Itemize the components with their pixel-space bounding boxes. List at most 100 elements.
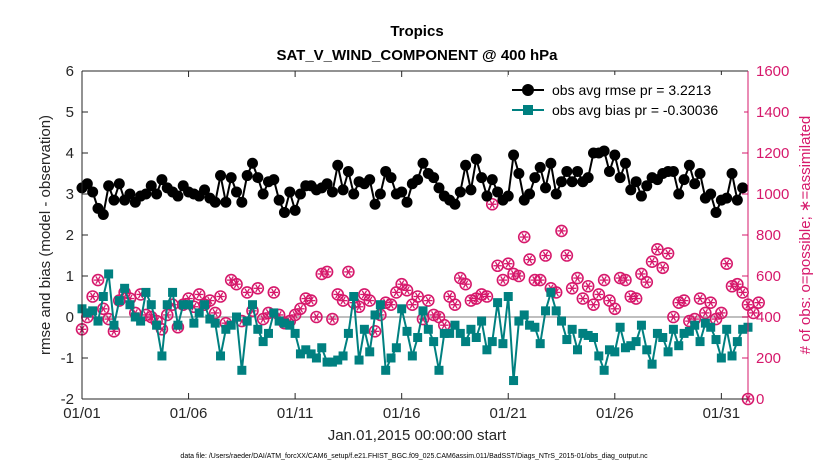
obs-count-point <box>645 255 659 268</box>
rmse-point <box>278 206 290 218</box>
bias-point <box>610 347 620 357</box>
rmse-point <box>246 157 258 169</box>
rmse-point <box>417 157 429 169</box>
obs-count-point <box>91 273 105 287</box>
bias-point <box>615 322 625 332</box>
rmse-point <box>369 198 381 210</box>
obs-count-point <box>310 310 323 324</box>
bias-point <box>104 269 114 279</box>
bias-point <box>114 296 124 306</box>
bias-point <box>658 333 668 342</box>
bias-point <box>514 316 524 326</box>
rmse-point <box>268 174 280 186</box>
bias-point <box>732 337 742 347</box>
obs-count-point <box>651 243 664 256</box>
rmse-point <box>476 172 488 184</box>
bias-point <box>471 333 481 342</box>
bias-point <box>541 306 551 316</box>
obs-count-point <box>533 273 547 287</box>
obs-count-point <box>267 286 281 299</box>
bias-point <box>258 337 268 347</box>
rmse-point <box>630 176 642 188</box>
obs-count-point <box>677 294 691 307</box>
rmse-point <box>145 180 157 192</box>
bias-point <box>738 324 748 334</box>
rmse-point <box>508 149 520 161</box>
x-tick-label: 01/01 <box>63 405 101 422</box>
bias-point <box>365 347 375 357</box>
bias-point <box>141 287 151 297</box>
legend: obs avg rmse pr = 3.2213 obs avg bias pr… <box>508 75 744 121</box>
rmse-point <box>257 188 269 200</box>
rmse-point <box>673 188 685 200</box>
rmse-point <box>337 184 349 196</box>
rmse-point <box>710 206 722 218</box>
x-tick-label: 01/21 <box>489 405 527 422</box>
bias-point <box>82 308 92 318</box>
y-right-tick-label: 1000 <box>756 186 789 203</box>
rmse-point <box>454 186 466 198</box>
rmse-point <box>124 188 136 200</box>
rmse-point <box>705 188 717 200</box>
rmse-point <box>683 159 695 171</box>
bias-point <box>711 335 721 345</box>
rmse-point <box>502 190 514 202</box>
rmse-point <box>625 184 637 196</box>
bias-point <box>136 316 146 326</box>
rmse-point <box>737 182 749 194</box>
x-tick-label: 01/06 <box>170 405 208 422</box>
rmse-point <box>721 192 733 204</box>
bias-point <box>594 351 604 361</box>
y-right-tick-label: 1400 <box>756 104 789 121</box>
y-tick-label: 5 <box>66 104 74 121</box>
rmse-point <box>694 168 706 179</box>
bias-point <box>295 349 305 359</box>
bias-point <box>684 326 694 336</box>
bias-point <box>333 355 343 365</box>
rmse-point <box>598 145 610 157</box>
bias-point <box>88 306 98 316</box>
obs-count-point <box>587 298 600 312</box>
bias-point <box>109 320 119 330</box>
bias-point <box>455 328 465 338</box>
bias-point <box>263 328 273 338</box>
chart-subtitle: SAT_V_WIND_COMPONENT @ 400 hPa <box>276 47 558 64</box>
rmse-point <box>156 174 168 186</box>
bias-point <box>397 304 407 314</box>
obs-count-point <box>342 265 355 279</box>
bias-point <box>146 300 156 310</box>
bias-point <box>722 324 732 334</box>
bias-point <box>343 328 353 338</box>
bias-point <box>322 357 332 367</box>
obs-count-point <box>352 300 366 314</box>
bias-point <box>716 353 726 363</box>
bias-point <box>338 351 348 361</box>
bias-point <box>290 328 300 338</box>
bias-point <box>221 324 231 334</box>
obs-count-point <box>661 247 675 260</box>
bias-point <box>439 328 449 338</box>
rmse-point <box>103 180 115 192</box>
bias-point <box>498 339 508 349</box>
obs-count-point <box>517 230 531 244</box>
x-tick-label: 01/16 <box>383 405 421 422</box>
rmse-point <box>460 159 472 171</box>
rmse-point <box>236 196 248 208</box>
legend-bias-marker <box>523 105 533 115</box>
rmse-point <box>550 188 562 200</box>
obs-count-point <box>459 277 472 291</box>
bias-point <box>162 300 172 310</box>
bias-point <box>599 365 609 375</box>
bias-point <box>157 351 167 361</box>
obs-count-point <box>571 271 584 285</box>
legend-bias-label: obs avg bias pr = -0.30036 <box>552 102 718 118</box>
rmse-point <box>87 186 99 198</box>
bias-point <box>482 345 492 355</box>
obs-count-point <box>480 290 494 303</box>
obs-count-point <box>411 290 424 303</box>
rmse-point <box>481 190 493 202</box>
rmse-point <box>449 198 461 210</box>
bias-point <box>477 316 487 326</box>
rmse-point <box>433 182 445 194</box>
